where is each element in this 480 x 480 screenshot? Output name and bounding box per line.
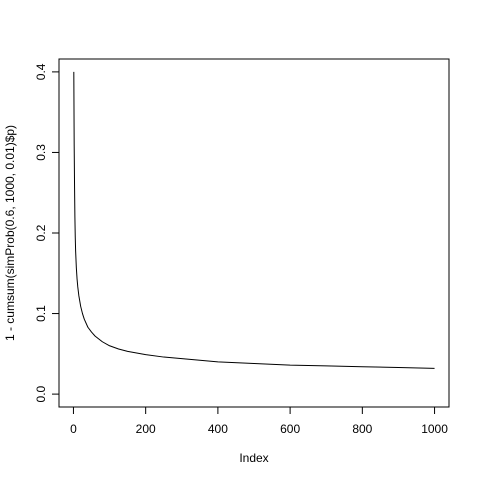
x-tick-label: 800	[352, 422, 372, 436]
x-axis-label: Index	[239, 451, 268, 465]
x-tick-label: 0	[70, 422, 77, 436]
x-axis: 0 200 400 600 800 1000	[70, 406, 448, 436]
x-tick-label: 1000	[421, 422, 448, 436]
plot-frame	[58, 58, 450, 408]
y-tick-label: 0.4	[34, 63, 48, 80]
series-layer	[73, 71, 435, 369]
y-tick-label: 0.0	[34, 385, 48, 402]
x-tick-label: 400	[208, 422, 228, 436]
y-tick-label: 0.3	[34, 144, 48, 161]
x-tick-label: 600	[280, 422, 300, 436]
y-tick-label: 0.1	[34, 305, 48, 322]
series-line	[73, 71, 435, 369]
y-tick-label: 0.2	[34, 224, 48, 241]
y-axis-label: 1 - cumsum(simProb(0.6, 1000, 0.01)$p)	[3, 125, 17, 341]
y-axis: 0.0 0.1 0.2 0.3 0.4	[34, 63, 60, 402]
x-tick-label: 200	[136, 422, 156, 436]
